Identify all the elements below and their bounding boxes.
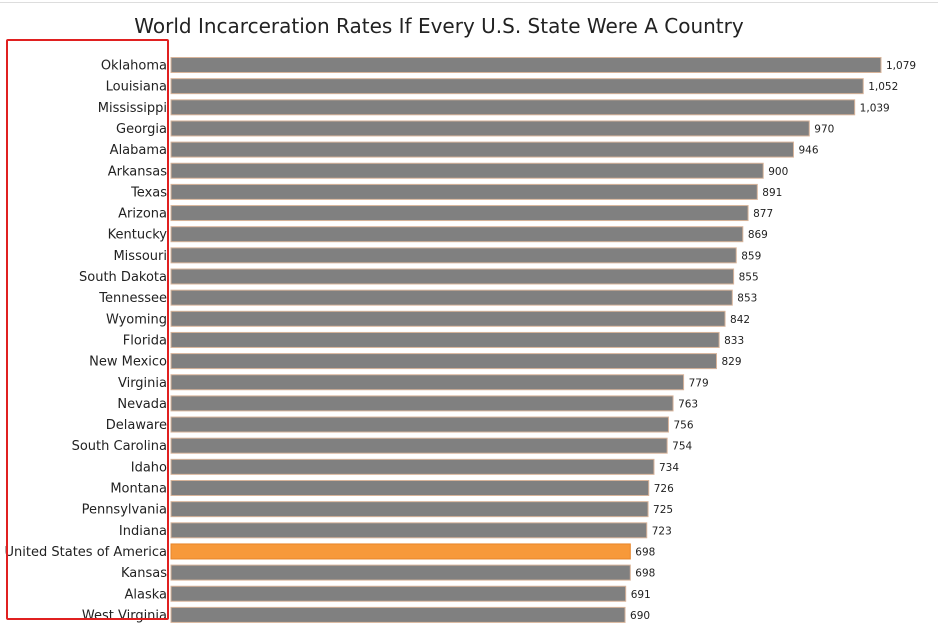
- value-label: 754: [672, 441, 692, 453]
- category-label: Delaware: [106, 418, 167, 433]
- value-label: 946: [798, 145, 818, 157]
- bar: [170, 606, 626, 623]
- category-label: Texas: [130, 185, 167, 200]
- category-label: Arkansas: [108, 164, 167, 179]
- category-label: Mississippi: [98, 101, 167, 116]
- bar: [170, 120, 810, 137]
- category-label: Missouri: [113, 249, 167, 264]
- category-label: United States of America: [5, 545, 167, 560]
- value-label: 734: [659, 462, 679, 474]
- bar-highlighted: [170, 543, 631, 560]
- value-label: 691: [631, 589, 651, 601]
- bar: [170, 310, 726, 327]
- bar: [170, 585, 627, 602]
- value-label: 891: [762, 187, 782, 199]
- category-label: Indiana: [119, 524, 167, 539]
- bar: [170, 57, 882, 73]
- value-label: 869: [748, 229, 768, 241]
- category-label: Alaska: [124, 587, 167, 602]
- bar: [170, 353, 717, 370]
- value-label: 779: [689, 377, 709, 389]
- top-divider: [0, 2, 938, 3]
- category-label: Virginia: [118, 376, 167, 391]
- bar: [170, 141, 794, 158]
- category-label: Alabama: [110, 143, 167, 158]
- value-label: 1,079: [886, 60, 916, 72]
- bar: [170, 331, 720, 348]
- value-label: 763: [678, 398, 698, 410]
- bar: [170, 205, 749, 222]
- bar: [170, 183, 758, 200]
- bar: [170, 268, 735, 285]
- bar: [170, 99, 856, 116]
- value-label: 842: [730, 314, 750, 326]
- category-label: Tennessee: [98, 291, 167, 306]
- bar: [170, 480, 650, 496]
- value-label: 698: [635, 546, 655, 558]
- category-label: Nevada: [117, 397, 167, 412]
- category-highlight-box: [6, 39, 169, 620]
- value-label: 1,039: [860, 102, 890, 114]
- bar: [170, 374, 685, 391]
- value-label: 1,052: [868, 81, 898, 93]
- value-label: 723: [652, 525, 672, 537]
- bar: [170, 522, 648, 539]
- category-label: South Dakota: [79, 270, 167, 285]
- bar: [170, 78, 864, 95]
- value-label: 698: [635, 568, 655, 580]
- value-label: 725: [653, 504, 673, 516]
- bar: [170, 289, 733, 306]
- bar: [170, 416, 669, 433]
- category-label: Oklahoma: [101, 59, 167, 74]
- bar: [170, 395, 674, 412]
- value-label: 833: [724, 335, 744, 347]
- value-label: 853: [737, 293, 757, 305]
- value-label: 690: [630, 610, 650, 622]
- category-label: Idaho: [131, 460, 167, 475]
- value-label: 877: [753, 208, 773, 220]
- category-label: Louisiana: [106, 80, 167, 95]
- value-label: 756: [673, 420, 693, 432]
- value-label: 859: [741, 250, 761, 262]
- bar: [170, 247, 737, 264]
- category-label: Pennsylvania: [82, 503, 167, 518]
- category-label: Montana: [110, 482, 167, 497]
- bar: [170, 226, 744, 243]
- category-label: Kansas: [121, 566, 167, 581]
- bar: [170, 501, 649, 518]
- value-label: 726: [654, 483, 674, 495]
- chart-title: World Incarceration Rates If Every U.S. …: [134, 14, 744, 38]
- category-label: South Carolina: [72, 439, 167, 454]
- bar: [170, 437, 668, 454]
- value-label: 970: [814, 123, 834, 135]
- value-label: 829: [721, 356, 741, 368]
- category-label: Florida: [123, 333, 167, 348]
- bar: [170, 458, 655, 475]
- value-label: 900: [768, 166, 788, 178]
- category-label: Kentucky: [108, 228, 168, 243]
- bar: [170, 162, 764, 179]
- bar: [170, 564, 631, 581]
- value-label: 855: [739, 272, 759, 284]
- category-label: Georgia: [116, 122, 167, 137]
- category-label: New Mexico: [89, 355, 167, 370]
- category-label: Wyoming: [106, 312, 167, 327]
- category-label: Arizona: [118, 207, 167, 222]
